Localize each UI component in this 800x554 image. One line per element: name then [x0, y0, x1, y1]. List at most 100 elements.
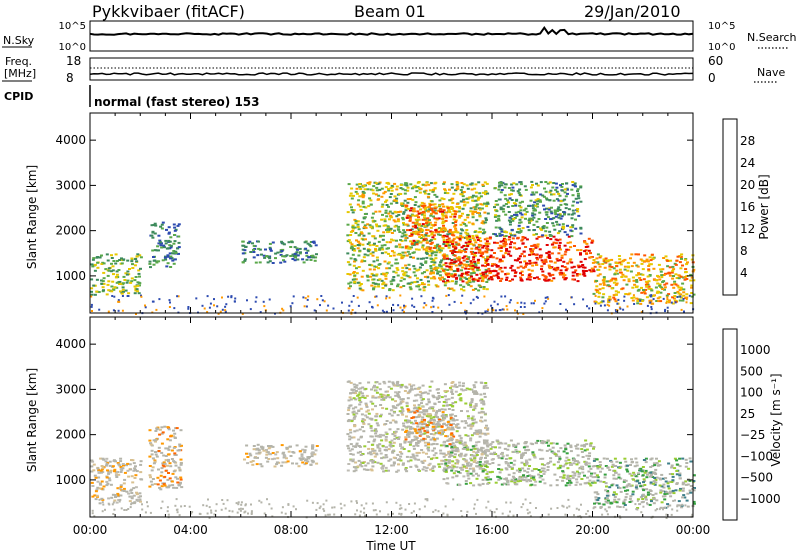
echo-cell-0-6-327	[498, 226, 502, 229]
echo-cell-0-0-136	[130, 260, 134, 263]
echo-cell-0-3-157	[460, 269, 463, 272]
echo-cell-0-1-73	[152, 263, 156, 266]
echo-cell-0-3-306	[481, 275, 485, 278]
echo-cell-0-7-345	[635, 280, 639, 283]
noise-cell-0-196	[431, 311, 434, 313]
echo-cell-0-3-1013	[368, 264, 372, 266]
echo-cell-1-1-135	[172, 470, 176, 473]
echo-cell-0-7-178	[677, 277, 681, 280]
echo-cell-0-3-370	[358, 185, 362, 188]
echo-cell-0-7-318	[635, 285, 639, 288]
echo-cell-0-3-966	[381, 248, 385, 251]
echo-cell-1-5-163	[587, 470, 591, 473]
echo-cell-0-4-124	[415, 243, 419, 246]
echo-cell-0-3-1015	[474, 264, 478, 267]
echo-cell-0-0-144	[110, 290, 114, 293]
echo-cell-1-5-345	[444, 470, 448, 473]
echo-cell-1-3-629	[472, 469, 476, 472]
echo-cell-0-3-114	[406, 201, 410, 204]
echo-cell-1-2-116	[306, 460, 310, 463]
echo-cell-0-3-799	[428, 240, 432, 243]
echo-cell-0-3-563	[385, 241, 389, 244]
echo-cell-0-3-264	[474, 199, 478, 202]
echo-cell-0-5-238	[505, 248, 509, 250]
echo-cell-1-3-902	[393, 437, 397, 440]
echo-cell-0-4-1	[433, 217, 437, 220]
echo-cell-0-3-208	[470, 196, 474, 199]
echo-cell-0-2-115	[293, 259, 297, 262]
echo-cell-1-3-166	[380, 395, 384, 398]
echo-cell-1-3-398	[444, 458, 448, 461]
echo-cell-1-5-6	[486, 475, 490, 478]
echo-cell-0-3-906	[381, 213, 384, 216]
echo-cell-0-3-296	[395, 197, 399, 200]
echo-cell-0-3-180	[361, 269, 365, 272]
echo-cell-0-2-15	[301, 258, 305, 261]
echo-cell-0-6-305	[541, 234, 545, 237]
echo-cell-0-3-644	[483, 211, 487, 214]
echo-cell-1-5-154	[589, 475, 593, 478]
echo-cell-0-3-977	[475, 204, 479, 207]
noise-cell-0-248	[586, 305, 588, 308]
echo-cell-0-7-9	[690, 258, 694, 261]
echo-cell-1-5-120	[559, 447, 563, 450]
echo-cell-0-3-476	[383, 260, 387, 263]
echo-cell-0-7-138	[640, 300, 644, 302]
echo-cell-0-5-195	[511, 237, 515, 240]
echo-cell-1-3-645	[456, 426, 460, 429]
echo-cell-1-4-107	[425, 424, 429, 427]
echo-cell-0-4-132	[418, 223, 422, 226]
echo-cell-0-2-69	[260, 253, 263, 256]
echo-cell-0-6-252	[561, 183, 564, 185]
echo-cell-0-6-179	[550, 212, 554, 215]
echo-cell-1-0-20	[113, 468, 117, 471]
echo-cell-0-3-899	[424, 233, 428, 236]
echo-cell-1-4-22	[422, 439, 425, 442]
echo-cell-0-4-134	[417, 212, 421, 215]
echo-cell-0-3-148	[481, 256, 485, 259]
echo-cell-0-7-131	[667, 293, 671, 296]
echo-cell-1-3-182	[365, 416, 369, 419]
echo-cell-0-3-1042	[358, 287, 362, 290]
echo-cell-0-3-1038	[448, 244, 452, 247]
echo-cell-1-3-325	[399, 386, 403, 389]
echo-cell-0-1-11	[172, 223, 176, 226]
echo-cell-1-3-819	[419, 396, 423, 399]
echo-cell-1-3-29	[454, 425, 458, 428]
echo-cell-0-7-326	[621, 287, 625, 290]
echo-cell-1-5-33	[568, 484, 572, 487]
echo-cell-0-5-284	[461, 280, 465, 283]
echo-cell-0-6-229	[542, 204, 546, 207]
echo-cell-0-0-141	[122, 258, 126, 261]
echo-cell-0-0-56	[121, 288, 125, 291]
echo-cell-0-3-503	[455, 205, 459, 208]
echo-cell-0-7-291	[612, 294, 616, 297]
noise-cell-0-27	[303, 305, 306, 308]
echo-cell-1-1-77	[173, 437, 177, 439]
echo-cell-0-6-55	[502, 210, 506, 213]
noise-cell-0-40	[559, 303, 562, 305]
echo-cell-0-5-30	[579, 253, 582, 256]
echo-cell-0-3-76	[382, 281, 386, 284]
echo-cell-0-5-287	[547, 272, 551, 275]
echo-cell-1-3-140	[474, 421, 478, 424]
echo-cell-0-2-105	[268, 260, 272, 263]
echo-cell-0-6-66	[545, 222, 549, 224]
echo-cell-1-3-358	[479, 419, 482, 422]
echo-cell-0-3-642	[356, 223, 360, 226]
echo-cell-0-3-834	[404, 209, 408, 212]
echo-cell-1-4-93	[450, 438, 454, 441]
echo-cell-1-3-69	[394, 394, 398, 397]
echo-cell-0-6-230	[573, 182, 577, 185]
echo-cell-0-5-63	[524, 246, 528, 248]
echo-cell-1-3-879	[402, 422, 405, 425]
echo-cell-0-3-310	[479, 286, 483, 289]
echo-cell-0-4-150	[413, 210, 416, 213]
echo-cell-0-5-190	[529, 248, 533, 251]
echo-cell-1-3-644	[483, 412, 487, 415]
echo-cell-1-3-81	[446, 390, 450, 393]
echo-cell-1-2-51	[282, 456, 286, 459]
echo-cell-1-4-104	[435, 437, 439, 440]
echo-cell-0-0-103	[131, 267, 135, 269]
echo-cell-0-5-124	[511, 269, 514, 272]
